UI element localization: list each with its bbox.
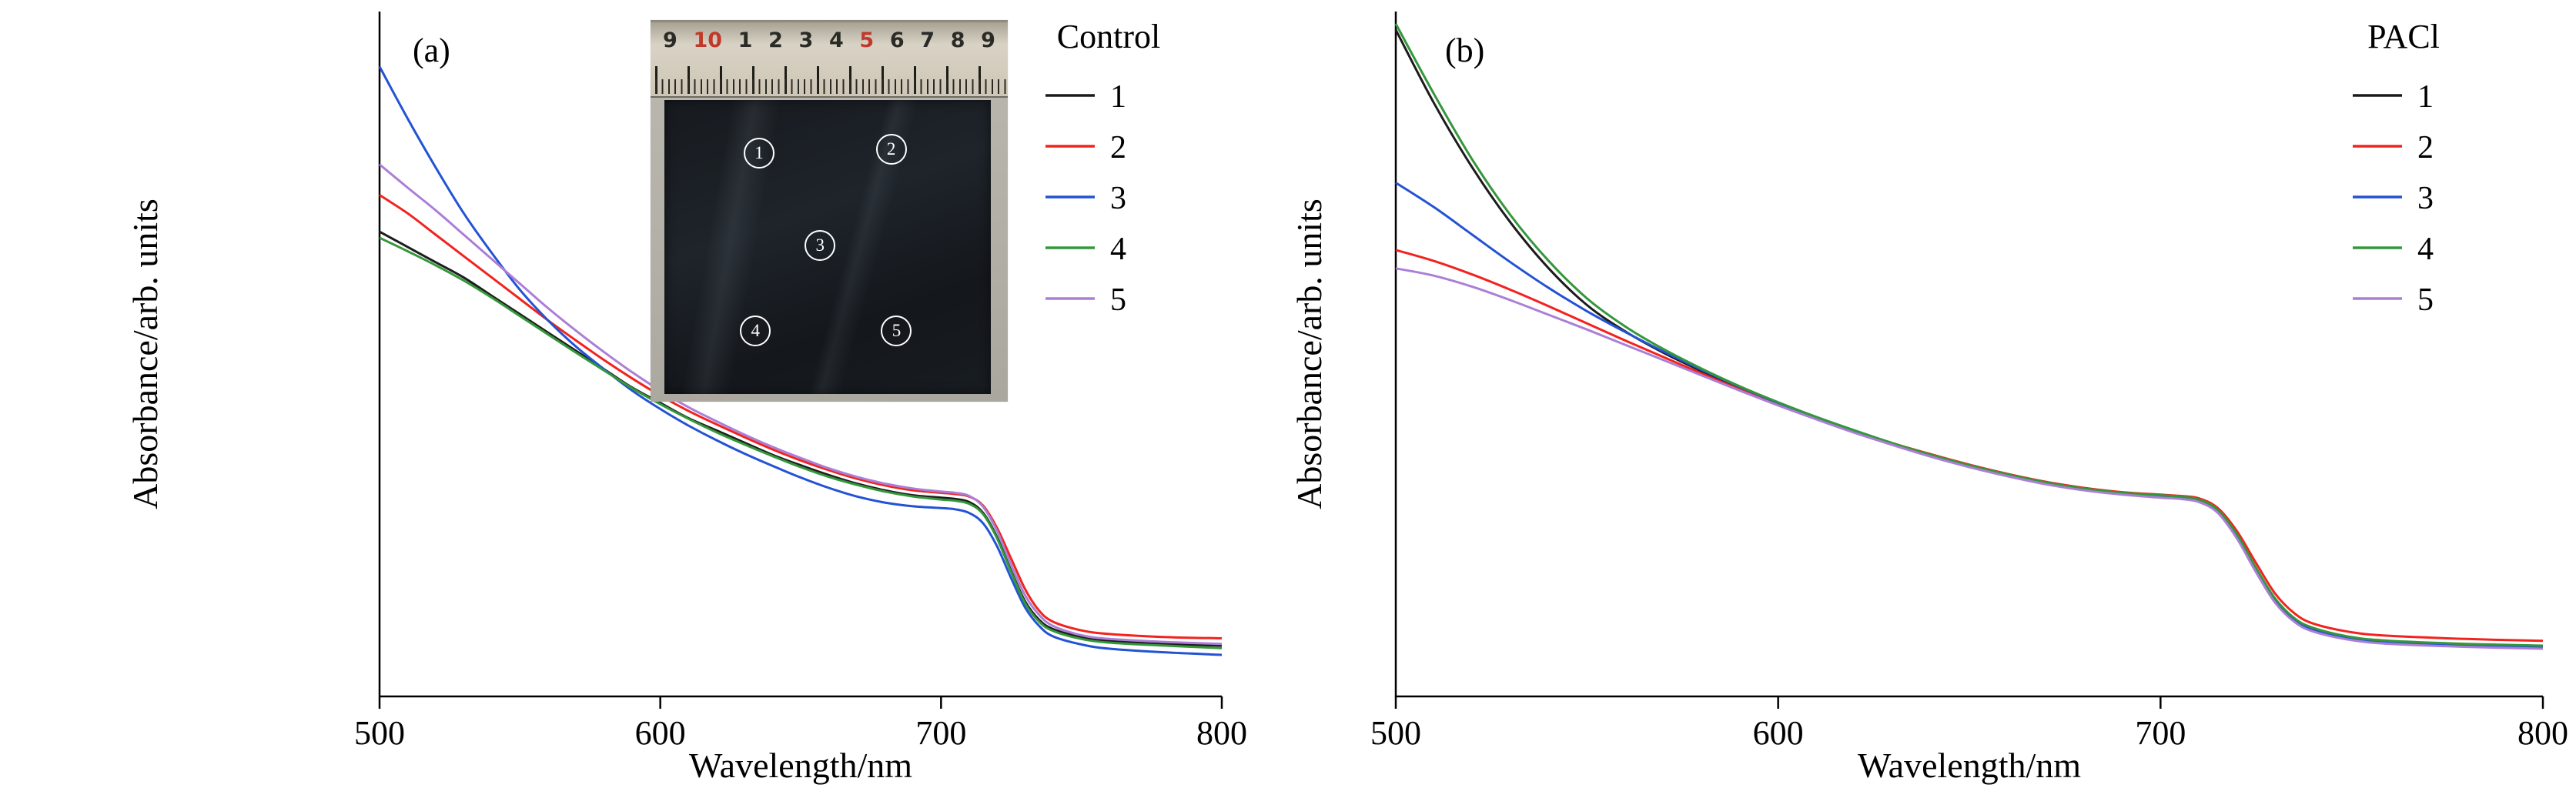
film-marker-2: 2 xyxy=(875,134,907,165)
series-curve-2 xyxy=(379,194,1223,639)
series-curve-4 xyxy=(1394,23,2544,647)
ruler-number: 2 xyxy=(768,28,783,52)
ruler-number: 7 xyxy=(920,28,935,52)
series-curve-1 xyxy=(379,230,1223,647)
x-axis-title: Wavelength/nm xyxy=(689,746,912,785)
legend-label-2: 2 xyxy=(1110,130,1126,165)
y-axis-title: Absorbance/arb. units xyxy=(1290,199,1329,509)
ruler-number: 9 xyxy=(981,28,995,52)
series-curve-5 xyxy=(1395,267,2544,650)
series-curve-2 xyxy=(1395,249,2544,643)
series-curve-5 xyxy=(379,163,1223,646)
panel-label: (a) xyxy=(413,32,450,69)
panel-label: (b) xyxy=(1445,32,1484,69)
film-marker-5: 5 xyxy=(881,316,912,347)
legend-label-3: 3 xyxy=(1110,181,1126,216)
legend-label-1: 1 xyxy=(2417,79,2434,115)
x-tick-label: 500 xyxy=(1370,714,1421,752)
legend-label-2: 2 xyxy=(2417,130,2434,165)
ruler-number: 4 xyxy=(828,28,844,52)
ruler-number: 1 xyxy=(738,28,753,52)
legend-title: PACl xyxy=(2367,18,2440,55)
ruler-number: 8 xyxy=(950,28,965,52)
y-axis-title: Absorbance/arb. units xyxy=(125,199,165,509)
x-tick-label: 700 xyxy=(2135,714,2186,752)
x-axis-title: Wavelength/nm xyxy=(1858,746,2081,785)
panel-(a): 500 600 700 800 Wavelength/nm Absorbance/arb.… xyxy=(125,12,1247,785)
legend-label-4: 4 xyxy=(1110,232,1126,267)
x-tick-label: 800 xyxy=(2517,714,2568,752)
series-curve-3 xyxy=(1395,182,2544,649)
legend-label-5: 5 xyxy=(2417,282,2434,318)
x-tick-label: 600 xyxy=(1753,714,1804,752)
legend-label-1: 1 xyxy=(1110,79,1126,115)
legend-label-4: 4 xyxy=(2417,232,2434,267)
ruler-image: 9 10 1 2 3 4 5 6 7 8 9 xyxy=(651,20,1008,98)
x-tick-label: 500 xyxy=(354,714,405,752)
series-curve-3 xyxy=(378,65,1223,656)
panel-(b): 500 600 700 800 Wavelength/nm Absorbance/arb.… xyxy=(1290,12,2568,785)
x-tick-label: 600 xyxy=(635,714,686,752)
series-curve-1 xyxy=(1394,29,2544,648)
ruler-number: 5 xyxy=(859,28,875,52)
legend-label-3: 3 xyxy=(2417,181,2434,216)
x-tick-label: 800 xyxy=(1196,714,1247,752)
film-marker-4: 4 xyxy=(740,316,771,347)
series-curve-4 xyxy=(379,236,1223,649)
legend-label-5: 5 xyxy=(1110,282,1126,318)
ruler-number: 9 xyxy=(663,28,677,52)
x-tick-label: 700 xyxy=(915,714,966,752)
film-marker-3: 3 xyxy=(805,229,836,261)
legend-title: Control xyxy=(1057,18,1160,55)
film-marker-1: 1 xyxy=(743,137,774,169)
film-sample: 1 2 3 4 5 xyxy=(664,100,991,394)
ruler-number: 6 xyxy=(889,28,905,52)
ruler-mm-ticks xyxy=(655,79,1008,94)
ruler-numbers: 9 10 1 2 3 4 5 6 7 8 9 xyxy=(663,30,995,51)
ruler-number: 10 xyxy=(693,28,723,52)
ruler-number: 3 xyxy=(798,28,814,52)
